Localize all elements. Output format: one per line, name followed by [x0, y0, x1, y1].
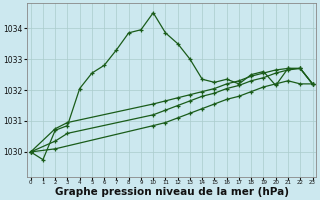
X-axis label: Graphe pression niveau de la mer (hPa): Graphe pression niveau de la mer (hPa): [55, 187, 289, 197]
